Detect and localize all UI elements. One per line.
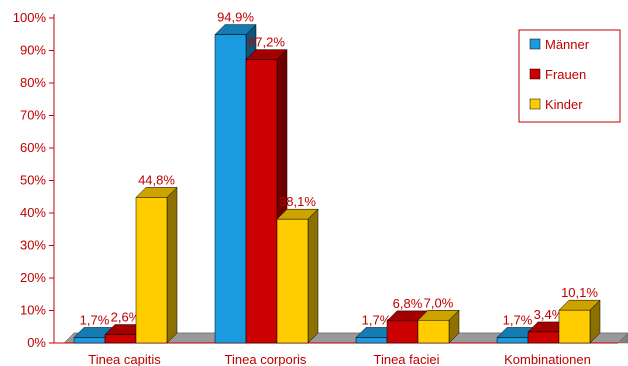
data-label: 3,4% [534, 307, 564, 322]
bar [276, 208, 319, 344]
bar-front [496, 337, 529, 344]
data-label: 94,9% [217, 10, 254, 25]
data-label: 1,7% [80, 312, 110, 327]
y-tick-label: 50% [20, 173, 46, 188]
bar-side [307, 208, 319, 344]
y-tick-label: 30% [20, 238, 46, 253]
bar-front [417, 320, 450, 344]
bar-front [276, 218, 309, 344]
data-label: 87,2% [248, 35, 285, 50]
data-label: 1,7% [362, 312, 392, 327]
legend-swatch [529, 68, 541, 80]
y-tick-label: 100% [13, 10, 47, 25]
legend-label: Frauen [545, 67, 586, 82]
y-tick-label: 40% [20, 205, 46, 220]
data-label: 44,8% [138, 172, 175, 187]
x-category-label: Tinea capitis [88, 352, 161, 366]
bar-front [245, 59, 278, 344]
bar-front [386, 320, 419, 344]
data-label: 1,7% [503, 312, 533, 327]
bar-front [73, 337, 106, 344]
legend-label: Männer [545, 37, 590, 52]
bar-front [214, 34, 247, 344]
bar [417, 309, 460, 344]
y-tick-label: 0% [27, 335, 46, 350]
legend-swatch [529, 38, 541, 50]
legend-label: Kinder [545, 97, 583, 112]
bar [135, 186, 178, 344]
x-category-label: Tinea corporis [225, 352, 307, 366]
y-tick-label: 10% [20, 303, 46, 318]
bar-front [527, 331, 560, 344]
x-category-label: Kombinationen [504, 352, 591, 366]
x-category-label: Tinea faciei [374, 352, 440, 366]
data-label: 7,0% [424, 295, 454, 310]
y-tick-label: 80% [20, 75, 46, 90]
data-label: 2,6% [111, 310, 141, 325]
bar-front [104, 334, 137, 344]
bar-front [558, 309, 591, 344]
bar-side [166, 186, 178, 344]
bar-front [355, 337, 388, 344]
legend-swatch [529, 98, 541, 110]
data-label: 6,8% [393, 296, 423, 311]
y-tick-label: 70% [20, 108, 46, 123]
legend: Männer Frauen Kinder [518, 29, 621, 123]
y-tick-label: 20% [20, 270, 46, 285]
bar [558, 299, 601, 344]
y-tick-label: 60% [20, 140, 46, 155]
data-label: 38,1% [279, 194, 316, 209]
bar-front [135, 197, 168, 344]
data-label: 10,1% [561, 285, 598, 300]
y-tick-label: 90% [20, 43, 46, 58]
